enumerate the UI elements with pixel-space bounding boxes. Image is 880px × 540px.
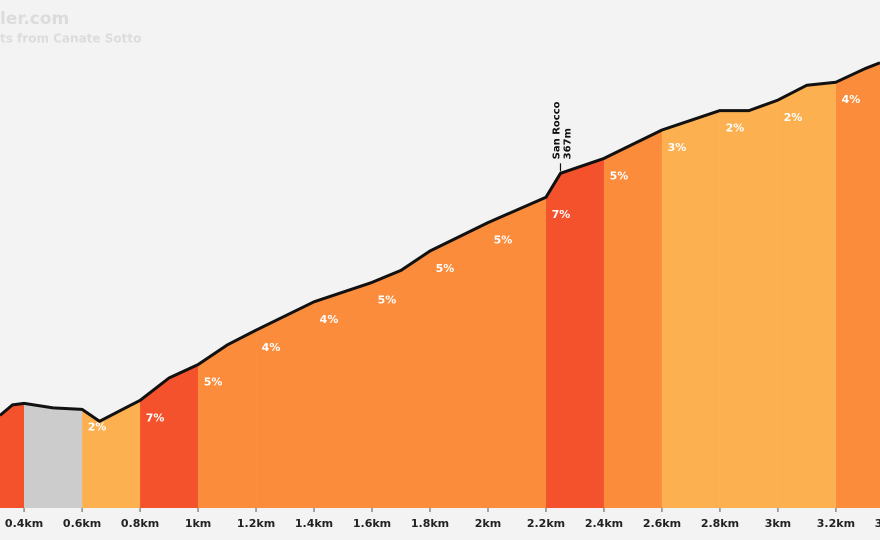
grade-segment — [719, 100, 778, 508]
x-tick-label: 3km — [765, 517, 791, 530]
grade-label: 7% — [146, 411, 165, 424]
x-tick-label: 2.8km — [701, 517, 739, 530]
x-tick-label: 3.4km — [875, 517, 880, 530]
x-tick-label: 3.2km — [817, 517, 855, 530]
grade-label: 7% — [552, 208, 571, 221]
grade-segment — [24, 403, 83, 508]
grade-label: 5% — [610, 169, 629, 182]
x-tick-label: 0.6km — [63, 517, 101, 530]
grade-label: 5% — [494, 234, 513, 247]
grade-segment — [198, 330, 257, 508]
annotation-label: San Rocco — [551, 101, 562, 159]
x-tick-label: 1km — [185, 517, 211, 530]
grade-segment — [314, 282, 373, 508]
x-tick-label: 2.2km — [527, 517, 565, 530]
x-tick-label: 1.4km — [295, 517, 333, 530]
axis-band — [0, 508, 880, 540]
x-tick-label: 1.2km — [237, 517, 275, 530]
grade-segment — [661, 110, 720, 509]
grade-segment — [777, 82, 836, 509]
grade-segment — [0, 403, 25, 508]
grade-label: 3% — [668, 141, 687, 154]
x-tick-label: 2.4km — [585, 517, 623, 530]
grade-label: 2% — [726, 122, 745, 135]
annotation-value: 367m — [562, 128, 573, 159]
x-tick-label: 1.6km — [353, 517, 391, 530]
grade-segment — [256, 301, 315, 508]
grade-label: 2% — [784, 111, 803, 124]
grade-segment — [82, 400, 141, 508]
chart-title: ler.com — [0, 9, 69, 29]
elevation-line — [0, 61, 880, 423]
x-tick-label: 0.8km — [121, 517, 159, 530]
grade-label: 5% — [436, 262, 455, 275]
grade-label: 4% — [320, 313, 339, 326]
grade-label: 5% — [204, 376, 223, 389]
grade-segment — [603, 129, 662, 509]
grade-label: 4% — [842, 93, 861, 106]
grade-label: 2% — [88, 420, 107, 433]
grade-segment — [835, 62, 880, 509]
grade-segment — [140, 364, 199, 508]
chart-subtitle: ts from Canate Sotto — [0, 32, 141, 46]
grade-segment — [487, 197, 546, 509]
grade-label: 5% — [378, 293, 397, 306]
grade-label: 4% — [262, 341, 281, 354]
grade-segment — [429, 222, 488, 508]
x-tick-label: 0.4km — [5, 517, 43, 530]
x-tick-label: 1.8km — [411, 517, 449, 530]
grade-segment — [545, 158, 604, 508]
x-tick-label: 2km — [475, 517, 501, 530]
x-tick-label: 2.6km — [643, 517, 681, 530]
grade-segment — [372, 251, 430, 508]
